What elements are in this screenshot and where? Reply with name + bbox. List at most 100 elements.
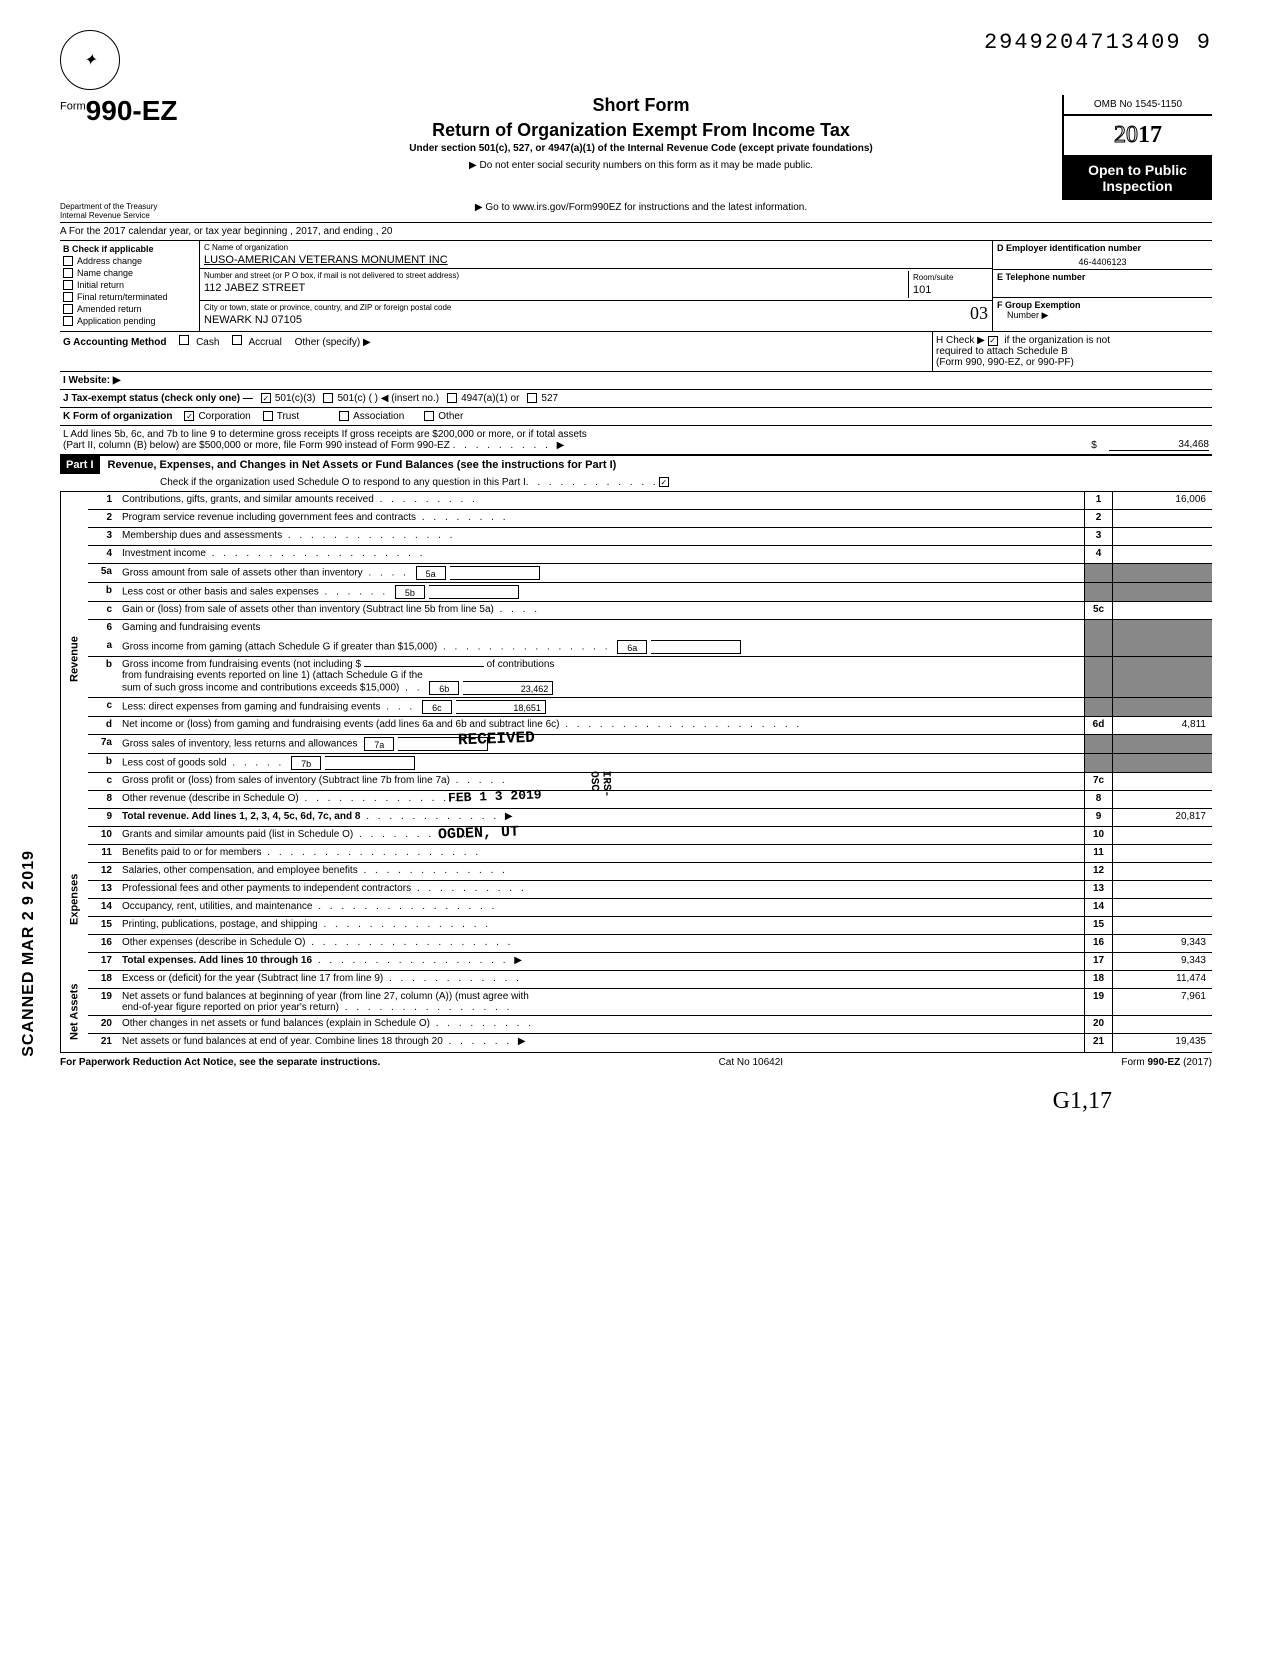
check-4947[interactable] xyxy=(447,393,457,403)
line-6c: c Less: direct expenses from gaming and … xyxy=(88,698,1212,717)
line-7a: 7a Gross sales of inventory, less return… xyxy=(88,735,1212,754)
line-13: 13 Professional fees and other payments … xyxy=(88,881,1212,899)
accounting-method: G Accounting Method Cash Accrual Other (… xyxy=(60,332,932,371)
department-label: Department of the Treasury Internal Reve… xyxy=(60,202,220,220)
line-3: 3 Membership dues and assessments . . . … xyxy=(88,528,1212,546)
section-d-e-f: D Employer identification number 46-4406… xyxy=(992,241,1212,331)
line-17: 17 Total expenses. Add lines 10 through … xyxy=(88,953,1212,971)
check-501c3[interactable]: ✓ xyxy=(261,393,271,403)
line-6d-value: 4,811 xyxy=(1112,717,1212,734)
line-10: 10 Grants and similar amounts paid (list… xyxy=(88,827,1212,845)
row-i-website: I Website: ▶ xyxy=(60,372,1212,390)
line-1: 1 Contributions, gifts, grants, and simi… xyxy=(88,492,1212,510)
line-9-value: 20,817 xyxy=(1112,809,1212,826)
form-label-column: Form990-EZ xyxy=(60,95,220,200)
check-name-change[interactable]: Name change xyxy=(63,268,196,278)
line-19: 19 Net assets or fund balances at beginn… xyxy=(88,989,1212,1016)
line-6b-value: 23,462 xyxy=(463,681,553,695)
line-9: 9 Total revenue. Add lines 1, 2, 3, 4, 5… xyxy=(88,809,1212,827)
row-l-gross-receipts: L Add lines 5b, 6c, and 7b to line 9 to … xyxy=(60,426,1212,455)
net-assets-section: Net Assets 18 Excess or (deficit) for th… xyxy=(60,971,1212,1053)
schedule-b-check: H Check ▶ ✓ if the organization is not r… xyxy=(932,332,1212,371)
line-21-value: 19,435 xyxy=(1112,1034,1212,1052)
check-501c[interactable] xyxy=(323,393,333,403)
check-address-change[interactable]: Address change xyxy=(63,256,196,266)
line-11: 11 Benefits paid to or for members . . .… xyxy=(88,845,1212,863)
tax-year: 2017 xyxy=(1063,115,1212,156)
city-state-zip: NEWARK NJ 07105 xyxy=(204,314,451,326)
telephone-row: E Telephone number xyxy=(993,270,1212,298)
row-j-tax-status: J Tax-exempt status (check only one) — ✓… xyxy=(60,390,1212,408)
scanned-stamp: SCANNED MAR 2 9 2019 xyxy=(20,850,38,1057)
ein-value: 46-4406123 xyxy=(997,257,1208,267)
line-14: 14 Occupancy, rent, utilities, and maint… xyxy=(88,899,1212,917)
top-row: ✦ 2949204713409 9 xyxy=(60,30,1212,90)
return-title: Return of Organization Exempt From Incom… xyxy=(220,120,1062,141)
check-corporation[interactable]: ✓ xyxy=(184,411,194,421)
check-other-org[interactable] xyxy=(424,411,434,421)
line-4: 4 Investment income . . . . . . . . . . … xyxy=(88,546,1212,564)
line-1-value: 16,006 xyxy=(1112,492,1212,509)
ein-row: D Employer identification number 46-4406… xyxy=(993,241,1212,270)
revenue-side-label: Revenue xyxy=(60,492,88,827)
line-6b: b Gross income from fundraising events (… xyxy=(88,657,1212,698)
section-b-header: B Check if applicable xyxy=(63,244,154,254)
check-final-return[interactable]: Final return/terminated xyxy=(63,292,196,302)
line-a-tax-year: A For the 2017 calendar year, or tax yea… xyxy=(60,223,1212,241)
instruction-ssn: ▶ Do not enter social security numbers o… xyxy=(220,160,1062,171)
line-7b: b Less cost of goods sold . . . . . 7b xyxy=(88,754,1212,773)
line-5a: 5a Gross amount from sale of assets othe… xyxy=(88,564,1212,583)
schedule-b-checkbox[interactable]: ✓ xyxy=(988,336,998,346)
department-row: Department of the Treasury Internal Reve… xyxy=(60,202,1212,223)
line-6a: a Gross income from gaming (attach Sched… xyxy=(88,638,1212,657)
right-column: OMB No 1545-1150 2017 Open to Public Ins… xyxy=(1062,95,1212,200)
line-18-value: 11,474 xyxy=(1112,971,1212,988)
omb-number: OMB No 1545-1150 xyxy=(1063,95,1212,115)
irs-osc-stamp: IRS-OSC xyxy=(587,771,612,809)
line-20: 20 Other changes in net assets or fund b… xyxy=(88,1016,1212,1034)
city-row: City or town, state or province, country… xyxy=(200,301,992,328)
ogden-stamp: OGDEN, UT xyxy=(438,824,520,844)
line-8: 8 Other revenue (describe in Schedule O)… xyxy=(88,791,1212,809)
line-18: 18 Excess or (deficit) for the year (Sub… xyxy=(88,971,1212,989)
paperwork-notice: For Paperwork Reduction Act Notice, see … xyxy=(60,1057,380,1068)
check-527[interactable] xyxy=(527,393,537,403)
row-k-form-org: K Form of organization ✓ Corporation Tru… xyxy=(60,408,1212,426)
footer-row: For Paperwork Reduction Act Notice, see … xyxy=(60,1057,1212,1068)
street-address: 112 JABEZ STREET xyxy=(204,282,908,294)
check-association[interactable] xyxy=(339,411,349,421)
handwritten-03: 03 xyxy=(970,303,988,326)
section-c: C Name of organization LUSO-AMERICAN VET… xyxy=(200,241,992,331)
form-footer: Form 990-EZ (2017) xyxy=(1121,1057,1212,1068)
group-exemption-row: F Group Exemption Number ▶ xyxy=(993,298,1212,326)
org-name-row: C Name of organization LUSO-AMERICAN VET… xyxy=(200,241,992,269)
line-16-value: 9,343 xyxy=(1112,935,1212,952)
form-header: Form990-EZ Short Form Return of Organiza… xyxy=(60,95,1212,200)
revenue-section: Revenue 1 Contributions, gifts, grants, … xyxy=(60,492,1212,827)
check-initial-return[interactable]: Initial return xyxy=(63,280,196,290)
form-subtitle: Under section 501(c), 527, or 4947(a)(1)… xyxy=(220,143,1062,154)
part-1-header: Part I Revenue, Expenses, and Changes in… xyxy=(60,455,1212,474)
org-name: LUSO-AMERICAN VETERANS MONUMENT INC xyxy=(204,254,988,266)
main-info-block: B Check if applicable Address change Nam… xyxy=(60,241,1212,332)
title-column: Short Form Return of Organization Exempt… xyxy=(220,95,1062,200)
line-6: 6 Gaming and fundraising events xyxy=(88,620,1212,638)
goto-instruction: ▶ Go to www.irs.gov/Form990EZ for instru… xyxy=(220,202,1062,220)
part-1-check-line: Check if the organization used Schedule … xyxy=(60,474,1212,492)
schedule-o-checkbox[interactable]: ✓ xyxy=(659,477,669,487)
document-number: 2949204713409 9 xyxy=(984,30,1212,55)
irs-eagle-logo: ✦ xyxy=(60,30,120,90)
line-19-value: 7,961 xyxy=(1112,989,1212,1015)
row-g-h: G Accounting Method Cash Accrual Other (… xyxy=(60,332,1212,372)
check-application-pending[interactable]: Application pending xyxy=(63,316,196,326)
check-amended-return[interactable]: Amended return xyxy=(63,304,196,314)
street-row: Number and street (or P O box, if mail i… xyxy=(200,269,992,301)
check-trust[interactable] xyxy=(263,411,273,421)
line-7c: c Gross profit or (loss) from sales of i… xyxy=(88,773,1212,791)
expenses-side-label: Expenses xyxy=(60,827,88,971)
short-form-label: Short Form xyxy=(220,95,1062,116)
line-21: 21 Net assets or fund balances at end of… xyxy=(88,1034,1212,1052)
website-label: I Website: ▶ xyxy=(63,375,121,386)
gross-receipts-value: 34,468 xyxy=(1109,439,1209,451)
line-16: 16 Other expenses (describe in Schedule … xyxy=(88,935,1212,953)
